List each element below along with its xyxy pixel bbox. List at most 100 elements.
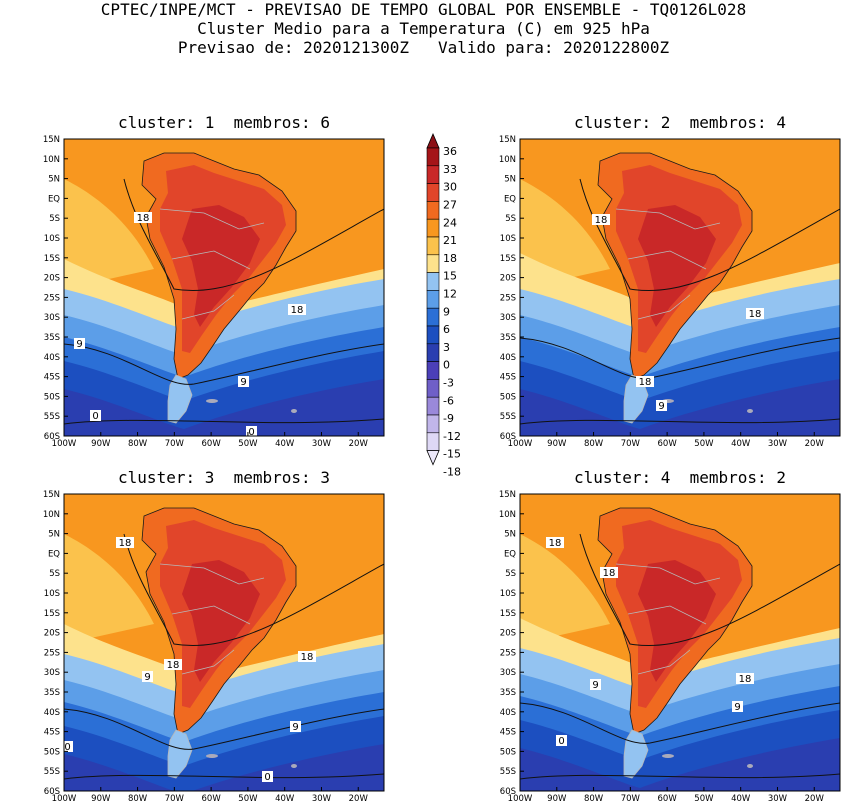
contour-0 bbox=[64, 773, 384, 780]
contour-label-box bbox=[134, 212, 152, 223]
colorbar-swatch bbox=[426, 414, 440, 434]
colorbar-label: 24 bbox=[443, 216, 457, 229]
lat-tick-label: 30S bbox=[44, 313, 60, 323]
lat-tick-label: 50S bbox=[44, 392, 60, 402]
contour-label: 9 bbox=[142, 671, 153, 683]
lat-tick-label: 10N bbox=[499, 155, 516, 165]
colorbar-label: -3 bbox=[443, 377, 454, 390]
contour-label-box bbox=[556, 735, 567, 746]
lat-tick-label: 5S bbox=[505, 214, 516, 224]
lon-tick-label: 60W bbox=[202, 794, 222, 803]
lat-tick-label: 30S bbox=[44, 668, 60, 678]
lat-tick-label: 25S bbox=[500, 293, 516, 303]
contour-label: 18 bbox=[116, 537, 134, 549]
ocean-mild-band bbox=[520, 534, 610, 644]
contour-label-text: 18 bbox=[739, 674, 752, 685]
lat-tick-label: 45S bbox=[44, 373, 60, 383]
country-border bbox=[171, 250, 251, 270]
colorbar-label: 33 bbox=[443, 163, 457, 176]
contour-label: 18 bbox=[592, 214, 610, 226]
contour-label-text: 0 bbox=[64, 742, 70, 753]
panel-frame bbox=[519, 493, 841, 792]
lat-tick-label: 5S bbox=[49, 214, 60, 224]
contour-label: 18 bbox=[736, 673, 754, 685]
lon-tick-label: 100W bbox=[508, 794, 533, 803]
lat-tick-label: 20S bbox=[44, 274, 60, 284]
panel-4-title: cluster: 4 membros: 2 bbox=[574, 468, 786, 487]
contour-label-box bbox=[746, 308, 764, 319]
contour-18 bbox=[123, 533, 384, 646]
contour-9 bbox=[64, 708, 384, 750]
contour-label: 9 bbox=[74, 338, 85, 350]
ocean-mild-band bbox=[520, 179, 610, 289]
lat-tick-label: EQ bbox=[504, 549, 516, 559]
country-border bbox=[615, 208, 721, 230]
lat-tick-label: 45S bbox=[44, 728, 60, 738]
cold-band-5 bbox=[64, 744, 384, 791]
contour-label-text: 9 bbox=[144, 672, 150, 683]
lon-tick-label: 20W bbox=[805, 439, 825, 449]
colorbar-swatch bbox=[426, 396, 440, 416]
colorbar-swatch bbox=[426, 379, 440, 398]
contour-label-text: 18 bbox=[301, 652, 314, 663]
island bbox=[206, 399, 218, 403]
contour-label: 9 bbox=[656, 400, 667, 412]
island bbox=[662, 754, 674, 758]
lat-tick-label: 35S bbox=[500, 333, 516, 343]
subtitle-variable: Cluster Medio para a Temperatura (C) em … bbox=[197, 19, 650, 38]
colorbar-label: 18 bbox=[443, 252, 457, 265]
contour-label: 18 bbox=[546, 537, 564, 549]
lat-tick-label: 5S bbox=[505, 569, 516, 579]
contour-label-text: 18 bbox=[137, 213, 150, 224]
subtitle-dates: Previsao de: 2020121300Z Valido para: 20… bbox=[177, 38, 670, 57]
lon-tick-label: 60W bbox=[202, 439, 222, 449]
colorbar-top-arrow bbox=[426, 132, 440, 149]
colorbar-swatch bbox=[426, 201, 440, 220]
contour-label-box bbox=[656, 400, 667, 411]
contour-label-text: 18 bbox=[749, 309, 762, 320]
country-border bbox=[159, 563, 265, 585]
contour-label-box bbox=[164, 659, 182, 670]
contour-label-text: 18 bbox=[549, 538, 562, 549]
ocean-mild-band bbox=[64, 534, 154, 644]
lon-tick-label: 80W bbox=[584, 794, 604, 803]
colorbar-label: -6 bbox=[443, 394, 454, 407]
contour-label-text: 18 bbox=[639, 377, 652, 388]
lat-tick-label: 25S bbox=[500, 648, 516, 658]
contour-label-text: 0 bbox=[248, 427, 254, 438]
lon-tick-label: 40W bbox=[731, 794, 751, 803]
lon-tick-label: 50W bbox=[238, 439, 258, 449]
contour-label-text: 18 bbox=[167, 660, 180, 671]
contour-label-text: 18 bbox=[603, 568, 616, 579]
contour-9 bbox=[64, 343, 384, 385]
colorbar-swatch bbox=[426, 325, 440, 345]
colorbar-label: 0 bbox=[443, 359, 450, 372]
lat-tick-label: 55S bbox=[44, 767, 60, 777]
lat-tick-label: 60S bbox=[44, 432, 60, 442]
lat-tick-label: 20S bbox=[500, 629, 516, 639]
contour-label: 9 bbox=[732, 701, 743, 713]
colorbar-label: -12 bbox=[443, 430, 461, 443]
contour-label: 0 bbox=[556, 735, 567, 747]
contour-label: 9 bbox=[590, 679, 601, 691]
lat-tick-label: EQ bbox=[48, 194, 60, 204]
contour-label-text: 9 bbox=[76, 339, 82, 350]
lat-tick-label: 40S bbox=[44, 708, 60, 718]
island bbox=[291, 764, 297, 768]
contour-label-box bbox=[732, 701, 743, 712]
lat-tick-label: 55S bbox=[44, 412, 60, 422]
lat-tick-label: 15S bbox=[44, 254, 60, 264]
contour-label: 0 bbox=[262, 771, 273, 783]
map-panel-3: 18181899900 bbox=[64, 494, 384, 791]
lat-tick-label: 45S bbox=[500, 373, 516, 383]
lon-tick-label: 70W bbox=[621, 439, 641, 449]
country-border bbox=[159, 208, 265, 230]
colorbar-label: 30 bbox=[443, 181, 457, 194]
colorbar-label: 27 bbox=[443, 199, 457, 212]
lat-tick-label: 5N bbox=[504, 530, 516, 540]
lon-tick-label: 30W bbox=[312, 439, 332, 449]
lat-tick-label: 15S bbox=[44, 609, 60, 619]
lon-tick-label: 90W bbox=[91, 439, 111, 449]
panel-1-title: cluster: 1 membros: 6 bbox=[118, 113, 330, 132]
contour-label: 18 bbox=[600, 567, 618, 579]
